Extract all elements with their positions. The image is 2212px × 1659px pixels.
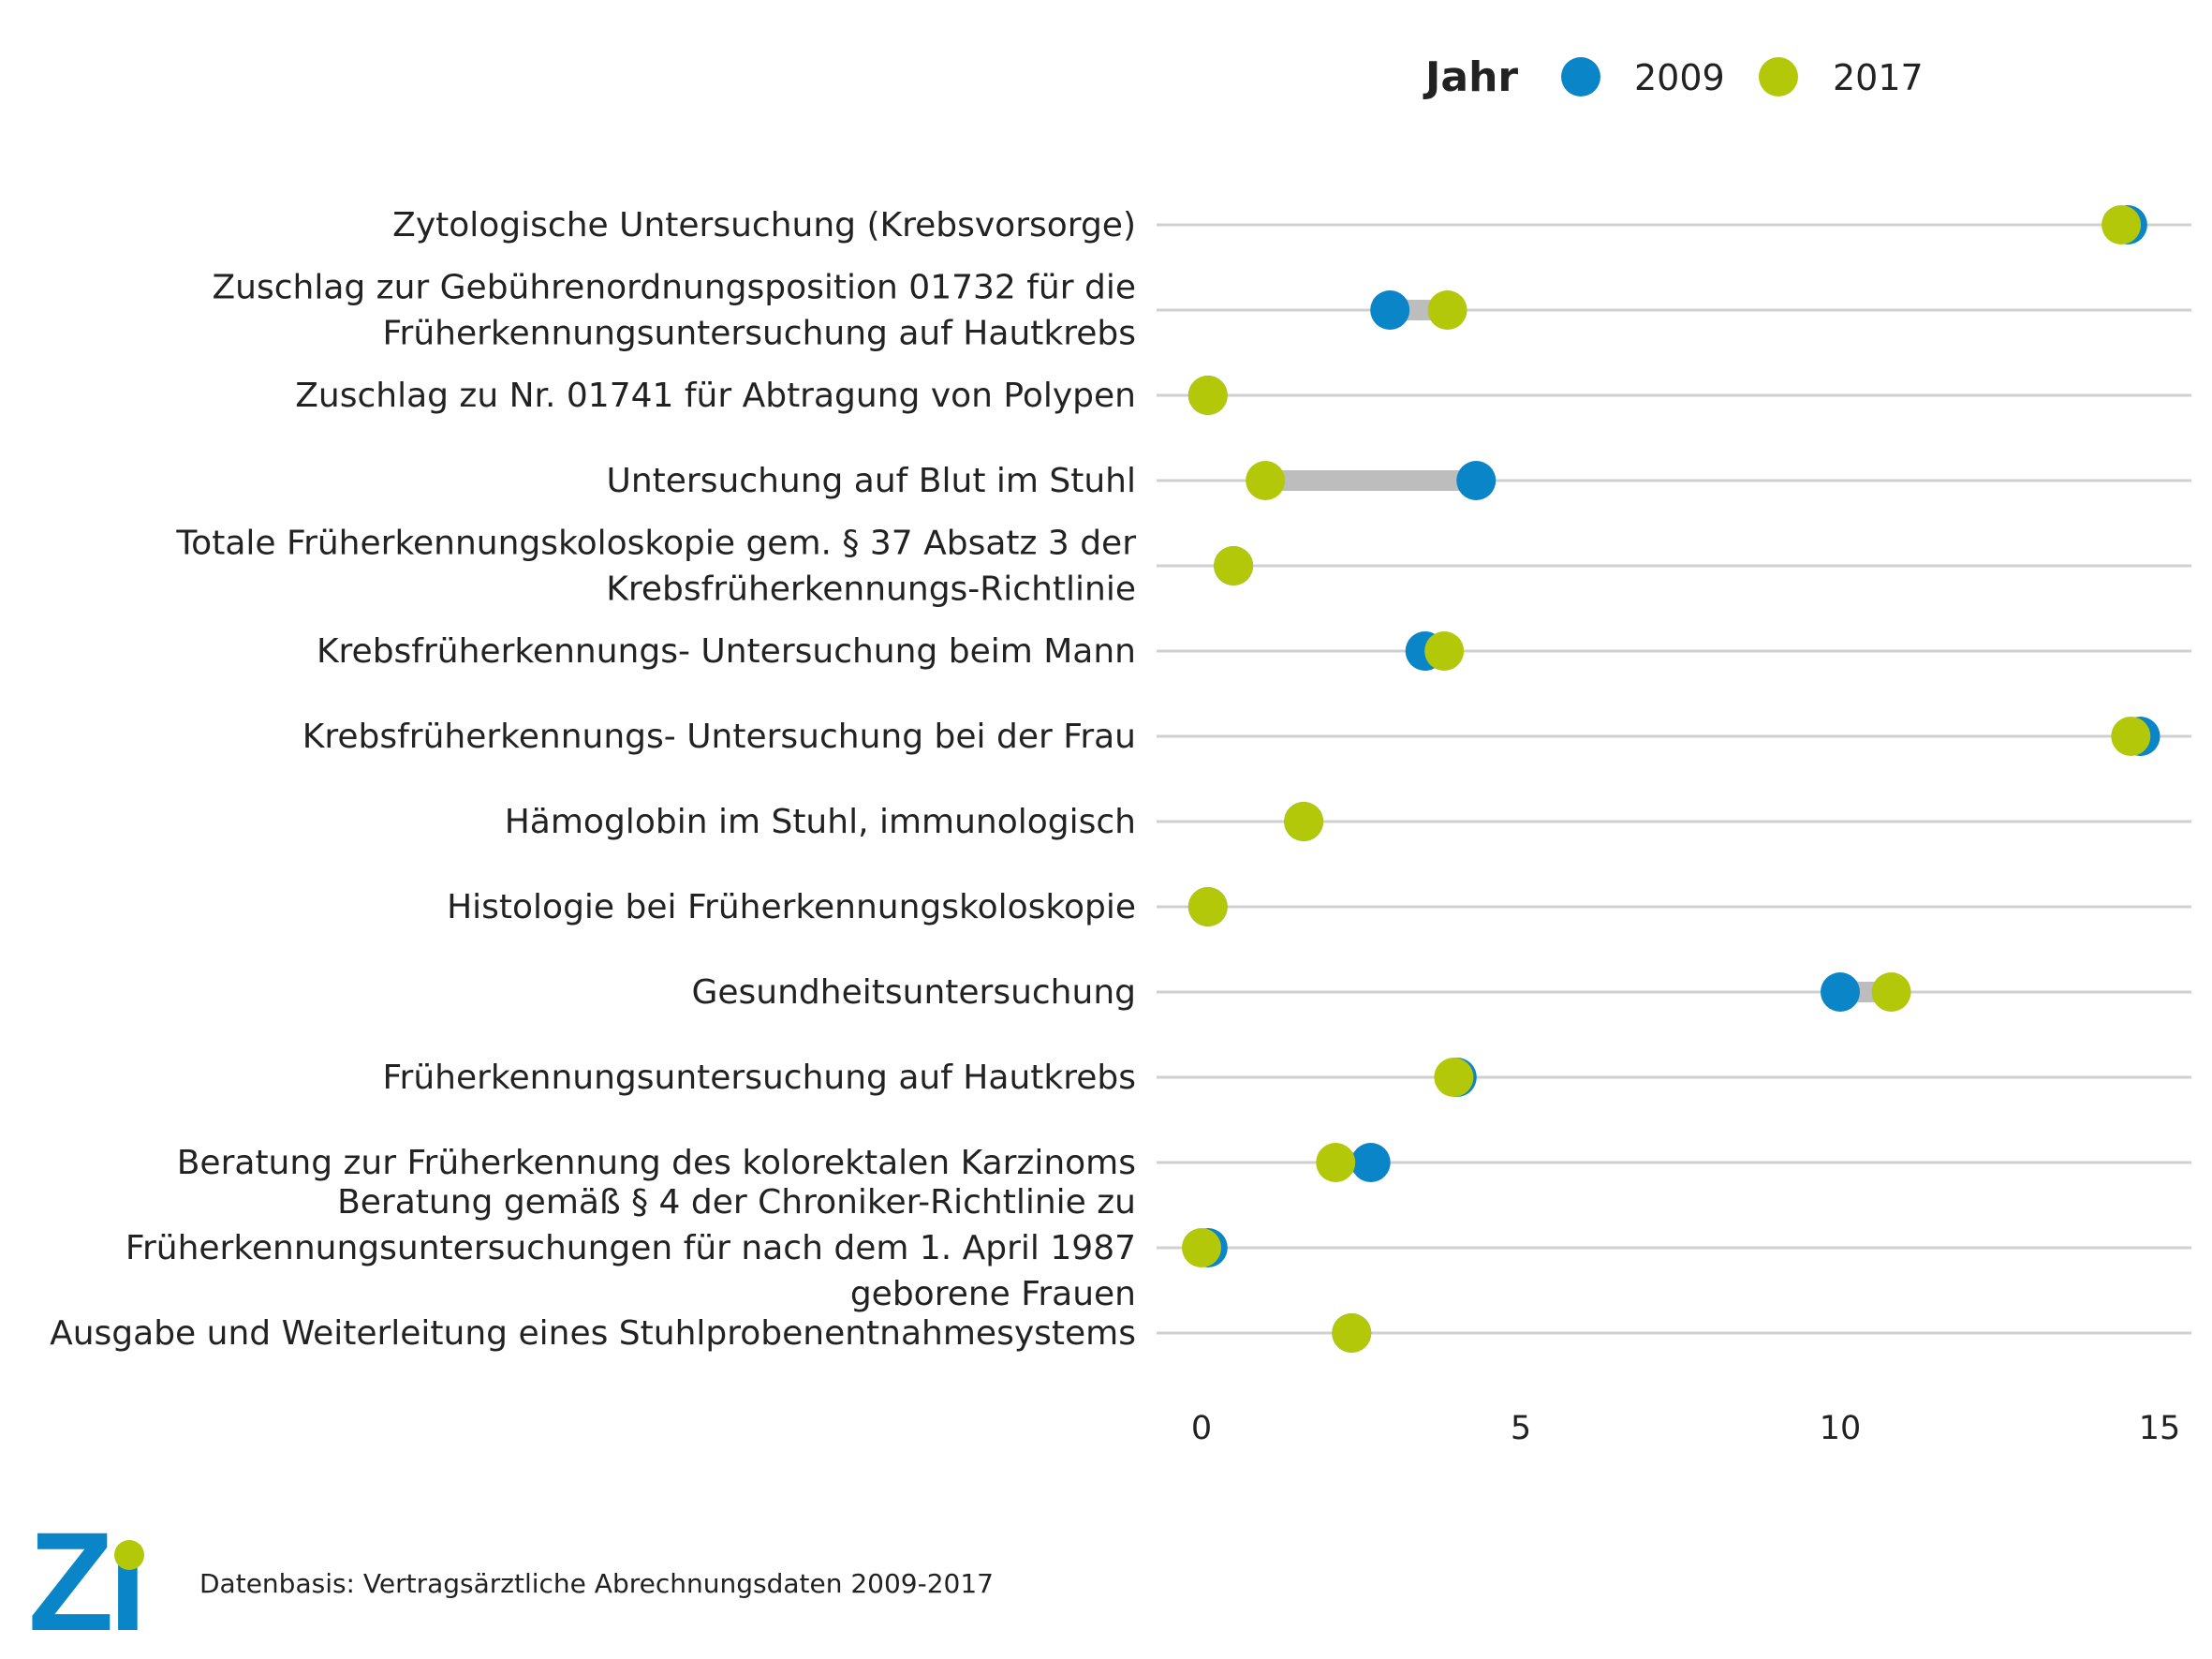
point-2017 <box>2101 205 2142 244</box>
legend-marker-2017 <box>1759 57 1798 96</box>
x-tick-label: 5 <box>1511 1410 1531 1447</box>
legend-marker-2009 <box>1561 57 1600 96</box>
legend: Jahr 2009 2017 <box>1423 53 1924 101</box>
point-2009 <box>1350 1143 1391 1182</box>
category-label: Früherkennungsuntersuchung auf Hautkrebs <box>382 1059 1136 1097</box>
point-2017 <box>1187 376 1228 415</box>
category-label: Ausgabe und Weiterleitung eines Stuhlpro… <box>50 1314 1136 1353</box>
category-label: Zuschlag zu Nr. 01741 für Abtragung von … <box>295 377 1136 415</box>
legend-label-2017: 2017 <box>1833 57 1924 98</box>
point-2017 <box>1182 1228 1221 1267</box>
point-2017 <box>1316 1143 1356 1182</box>
category-label: Krebsfrüherkennungs- Untersuchung beim M… <box>317 632 1136 671</box>
category-label: Untersuchung auf Blut im Stuhl <box>606 462 1136 500</box>
category-label: Totale Früherkennungskoloskopie gem. § 3… <box>175 525 1136 563</box>
point-2017 <box>1214 546 1254 585</box>
category-label: Hämoglobin im Stuhl, immunologisch <box>505 803 1136 841</box>
point-2009 <box>1456 461 1497 500</box>
category-label: Zytologische Untersuchung (Krebsvorsorge… <box>392 206 1136 244</box>
footer: Zi Datenbasis: Vertragsärztliche Abrechn… <box>28 1503 994 1659</box>
category-label: Früherkennungsuntersuchungen für nach de… <box>125 1229 1136 1267</box>
point-2017 <box>1246 461 1286 500</box>
category-label: Beratung zur Früherkennung des kolorekta… <box>177 1144 1136 1182</box>
zi-logo-dot <box>114 1540 144 1570</box>
data-points <box>1182 205 2160 1353</box>
category-label: Histologie bei Früherkennungskoloskopie <box>447 888 1136 926</box>
x-tick-label: 0 <box>1191 1410 1212 1447</box>
category-label: Krebsfrüherkennungs-Richtlinie <box>606 570 1136 609</box>
zi-logo-text: Zi <box>28 1503 141 1659</box>
category-label: geborene Frauen <box>850 1275 1136 1313</box>
point-2017 <box>1187 887 1228 926</box>
gridlines <box>1157 223 2191 1335</box>
point-2009 <box>1370 290 1410 330</box>
point-2017 <box>1427 290 1467 330</box>
point-2017 <box>1284 802 1324 841</box>
x-axis-ticks: 0 5 10 15 <box>1191 1410 2180 1447</box>
category-label: Gesundheitsuntersuchung <box>692 973 1137 1012</box>
point-2017 <box>1871 972 1911 1012</box>
legend-title: Jahr <box>1423 53 1518 101</box>
category-labels: Zytologische Untersuchung (Krebsvorsorge… <box>50 206 1136 1353</box>
x-tick-label: 15 <box>2139 1410 2181 1447</box>
legend-label-2009: 2009 <box>1634 57 1725 98</box>
category-label: Früherkennungsuntersuchung auf Hautkrebs <box>382 315 1136 353</box>
point-2017 <box>2111 717 2151 756</box>
category-label: Zuschlag zur Gebührenordnungsposition 01… <box>212 269 1136 307</box>
point-2017 <box>1424 631 1465 671</box>
data-source-note: Datenbasis: Vertragsärztliche Abrechnung… <box>199 1568 994 1599</box>
point-2009 <box>1821 972 1860 1012</box>
point-2017 <box>1434 1058 1474 1097</box>
x-tick-label: 10 <box>1820 1410 1862 1447</box>
category-label: Krebsfrüherkennungs- Untersuchung bei de… <box>302 718 1136 756</box>
zi-logo: Zi <box>28 1503 148 1659</box>
point-2017 <box>1332 1313 1372 1353</box>
category-label: Beratung gemäß § 4 der Chroniker-Richtli… <box>337 1183 1136 1222</box>
